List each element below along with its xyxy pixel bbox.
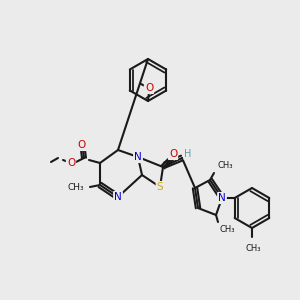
- Text: N: N: [114, 192, 122, 202]
- Text: H: H: [184, 149, 192, 159]
- Text: N: N: [134, 152, 142, 162]
- Text: O: O: [78, 140, 86, 150]
- Text: S: S: [157, 182, 163, 192]
- Text: N: N: [218, 193, 226, 203]
- Text: CH₃: CH₃: [217, 161, 233, 170]
- Text: O: O: [67, 158, 75, 168]
- Text: CH₃: CH₃: [245, 244, 261, 253]
- Text: CH₃: CH₃: [220, 224, 236, 233]
- Text: CH₃: CH₃: [68, 182, 84, 191]
- Text: O: O: [145, 83, 153, 93]
- Text: O: O: [169, 149, 177, 159]
